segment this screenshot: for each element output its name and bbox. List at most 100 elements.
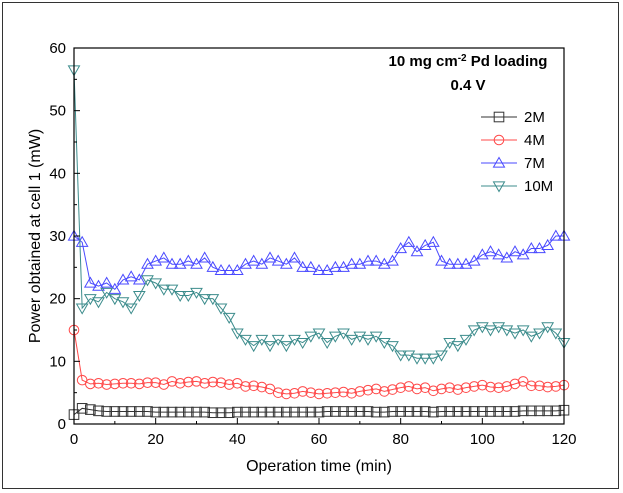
- data-point-4M: [174, 377, 186, 389]
- data-point-7M: [377, 257, 391, 269]
- data-point-10M: [206, 294, 220, 306]
- data-point-7M: [157, 251, 171, 263]
- data-point-7M: [296, 260, 310, 272]
- data-point-4M: [166, 376, 178, 387]
- data-point-2M: [297, 406, 308, 418]
- data-point-7M: [386, 254, 399, 266]
- data-point-7M: [181, 254, 195, 266]
- data-point-10M: [222, 312, 236, 324]
- data-point-7M: [443, 257, 457, 269]
- data-point-7M: [206, 260, 220, 272]
- annotation-line2: 0.4 V: [450, 77, 485, 94]
- data-point-10M: [353, 331, 367, 343]
- y-tick-label: 10: [49, 353, 66, 370]
- y-tick-label: 40: [49, 165, 66, 182]
- data-point-10M: [533, 328, 546, 340]
- data-point-4M: [297, 386, 308, 397]
- data-point-7M: [312, 263, 326, 276]
- data-point-10M: [524, 331, 538, 343]
- figure-frame: [2, 2, 619, 489]
- axis-layer: 0 20 40 60 80 100 120 0 10 20 30 40 50 60: [49, 40, 576, 448]
- legend-marker-4M: [493, 134, 505, 146]
- data-point-4M: [183, 376, 194, 388]
- data-point-4M: [150, 377, 161, 388]
- data-point-7M: [451, 257, 465, 269]
- data-point-10M: [141, 275, 154, 287]
- series-10M: [67, 65, 571, 365]
- data-point-10M: [369, 331, 383, 343]
- data-point-7M: [541, 238, 555, 250]
- data-point-2M: [436, 406, 447, 417]
- data-point-10M: [435, 350, 448, 362]
- data-point-4M: [272, 387, 284, 398]
- data-point-10M: [255, 334, 269, 346]
- data-point-2M: [166, 406, 178, 418]
- data-point-10M: [132, 290, 146, 303]
- data-point-7M: [165, 257, 179, 269]
- data-point-4M: [403, 381, 415, 392]
- data-point-10M: [541, 322, 555, 334]
- data-point-7M: [369, 254, 383, 266]
- data-point-4M: [330, 387, 341, 398]
- data-point-10M: [149, 278, 163, 290]
- y-tick-label: 50: [49, 103, 66, 120]
- legend-item-7M: 7M: [481, 155, 545, 172]
- data-point-2M: [526, 405, 537, 417]
- data-point-4M: [517, 376, 529, 387]
- data-point-4M: [428, 385, 439, 397]
- data-point-4M: [411, 383, 423, 395]
- data-point-4M: [534, 380, 545, 392]
- data-point-7M: [288, 251, 301, 263]
- legend: 2M 4M 7M 10M: [481, 109, 553, 195]
- data-point-10M: [443, 337, 457, 350]
- data-point-10M: [410, 353, 424, 365]
- data-point-4M: [134, 378, 145, 390]
- data-point-4M: [387, 384, 398, 395]
- data-point-7M: [83, 276, 97, 288]
- data-point-7M: [508, 245, 522, 257]
- data-point-4M: [395, 382, 406, 393]
- data-point-7M: [459, 257, 473, 269]
- data-point-4M: [199, 377, 210, 389]
- data-point-7M: [410, 245, 424, 257]
- series-line-7M: [73, 235, 564, 290]
- data-point-4M: [444, 382, 455, 393]
- data-point-7M: [141, 257, 154, 269]
- data-point-2M: [191, 406, 202, 418]
- data-point-10M: [279, 341, 293, 353]
- data-point-2M: [419, 406, 431, 417]
- data-point-4M: [338, 386, 349, 398]
- data-point-4M: [142, 377, 153, 388]
- data-point-2M: [150, 406, 161, 418]
- data-point-4M: [468, 381, 480, 392]
- data-point-7M: [304, 260, 318, 272]
- data-point-10M: [100, 287, 114, 299]
- data-point-10M: [116, 297, 130, 309]
- data-point-7M: [92, 279, 105, 291]
- data-point-2M: [125, 406, 137, 417]
- data-point-7M: [500, 251, 514, 263]
- data-point-7M: [124, 270, 138, 282]
- legend-label: 10M: [524, 178, 553, 195]
- data-point-2M: [101, 406, 112, 417]
- data-point-2M: [281, 406, 292, 418]
- legend-marker-2M: [493, 111, 505, 123]
- data-point-7M: [353, 257, 367, 269]
- data-point-2M: [199, 406, 210, 418]
- data-point-4M: [117, 377, 129, 389]
- y-axis-label: Power obtained at cell 1 (mW): [27, 129, 44, 343]
- data-point-7M: [394, 242, 408, 254]
- data-point-7M: [149, 254, 163, 266]
- series-line-4M: [73, 329, 565, 395]
- data-point-4M: [289, 387, 300, 399]
- x-tick-label: 120: [551, 431, 576, 448]
- data-point-7M: [247, 254, 261, 266]
- data-point-10M: [271, 334, 285, 346]
- data-point-7M: [116, 273, 130, 285]
- legend-marker-10M: [492, 181, 506, 193]
- data-point-4M: [248, 380, 259, 392]
- data-point-4M: [215, 377, 227, 388]
- x-tick-label: 60: [311, 431, 328, 448]
- series-2M: [68, 403, 570, 420]
- data-point-10M: [247, 341, 261, 353]
